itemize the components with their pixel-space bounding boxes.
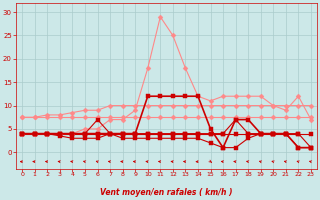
X-axis label: Vent moyen/en rafales ( km/h ): Vent moyen/en rafales ( km/h ) — [100, 188, 233, 197]
